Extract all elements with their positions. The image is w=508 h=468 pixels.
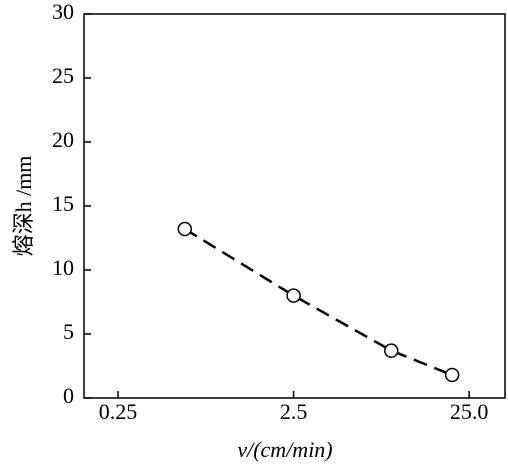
- y-axis-label: 熔深h /mm: [11, 156, 36, 257]
- y-tick-label: 5: [63, 319, 74, 344]
- data-point: [444, 367, 460, 383]
- y-tick-label: 30: [52, 0, 74, 24]
- y-tick-label: 25: [52, 63, 74, 88]
- y-tick-label: 20: [52, 127, 74, 152]
- x-tick-label: 0.25: [99, 399, 138, 424]
- data-point: [286, 288, 301, 303]
- data-point: [384, 343, 399, 358]
- data-line: [184, 227, 453, 377]
- y-tick-label: 0: [63, 383, 74, 408]
- x-tick-label: 2.5: [280, 399, 308, 424]
- data-point: [177, 221, 193, 237]
- y-tick-label: 15: [52, 191, 74, 216]
- x-tick-label: 25.0: [450, 399, 489, 424]
- plot-frame: [83, 13, 506, 399]
- y-tick-label: 10: [52, 255, 74, 280]
- x-axis-label: v/(cm/min): [237, 437, 332, 462]
